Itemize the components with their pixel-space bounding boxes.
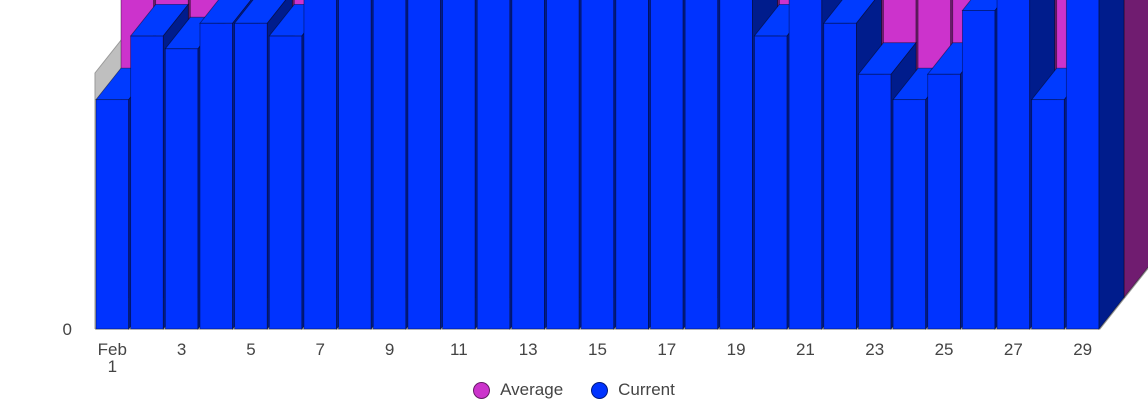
bar-current-front <box>372 0 407 330</box>
bar-current-top <box>961 0 1004 11</box>
bar-current-front <box>996 0 1031 330</box>
x-tick-label: Feb <box>98 340 127 359</box>
x-tick-label: 15 <box>588 340 607 359</box>
x-tick-label: 1 <box>108 357 117 376</box>
bar-current-front <box>580 0 615 330</box>
bar-current-front <box>407 0 441 330</box>
bar-current-front <box>788 0 823 330</box>
bar-current-front <box>199 22 234 330</box>
bar-current-front <box>719 0 753 330</box>
x-tick-label: 11 <box>450 340 468 359</box>
bar-current-front <box>95 99 130 330</box>
bar-current-front <box>130 35 164 330</box>
x-tick-label: 27 <box>1004 340 1023 359</box>
bar-current-front <box>164 48 199 330</box>
bar-current-front <box>1065 0 1100 330</box>
chart-frame <box>94 9 1148 330</box>
legend-label-current: Current <box>618 380 675 399</box>
x-tick-label: 5 <box>246 340 255 359</box>
bar-current-front <box>303 0 337 330</box>
x-tick-label: 3 <box>177 340 186 359</box>
bar-current-front <box>268 35 303 330</box>
x-tick-label: 13 <box>519 340 538 359</box>
bar-current-front <box>1031 99 1065 330</box>
x-tick-label: 19 <box>727 340 746 359</box>
bar-current-front <box>892 99 927 330</box>
bar-current-front <box>546 0 580 330</box>
bar-current-front <box>234 22 268 330</box>
bar-current-side <box>1098 0 1125 331</box>
bar-current-front <box>927 73 961 330</box>
bar-current <box>1065 0 1125 331</box>
bar-current-front <box>442 0 476 330</box>
chart-legend: Average Current <box>0 377 1148 403</box>
bar-current-front <box>754 35 788 330</box>
x-tick-label: 25 <box>935 340 954 359</box>
x-tick-label: 17 <box>657 340 676 359</box>
legend-item-average[interactable]: Average <box>473 380 563 400</box>
bar-current-top <box>822 0 876 24</box>
bar-current-front <box>858 73 892 330</box>
x-tick-label: 7 <box>316 340 325 359</box>
legend-swatch-average <box>473 381 491 399</box>
bar-current-front <box>823 22 857 330</box>
bar-current-top <box>233 0 287 24</box>
bar-current-front <box>650 0 684 330</box>
bar-average-side <box>1123 0 1148 299</box>
bar-current-front <box>476 0 511 330</box>
bar-current-front <box>961 10 996 330</box>
x-tick-label: 23 <box>865 340 884 359</box>
x-tick-label: 9 <box>385 340 394 359</box>
bar-current-front <box>615 0 649 330</box>
legend-swatch-current <box>591 381 609 399</box>
bar-current-front <box>338 0 372 330</box>
bar-current-front <box>684 0 719 330</box>
x-tick-label: 21 <box>796 340 815 359</box>
bar-current-front <box>511 0 545 330</box>
y-tick-label: 0 <box>63 320 72 339</box>
legend-item-current[interactable]: Current <box>591 380 675 400</box>
bar-current-top <box>199 0 252 24</box>
x-tick-label: 29 <box>1073 340 1092 359</box>
legend-label-average: Average <box>500 380 564 399</box>
